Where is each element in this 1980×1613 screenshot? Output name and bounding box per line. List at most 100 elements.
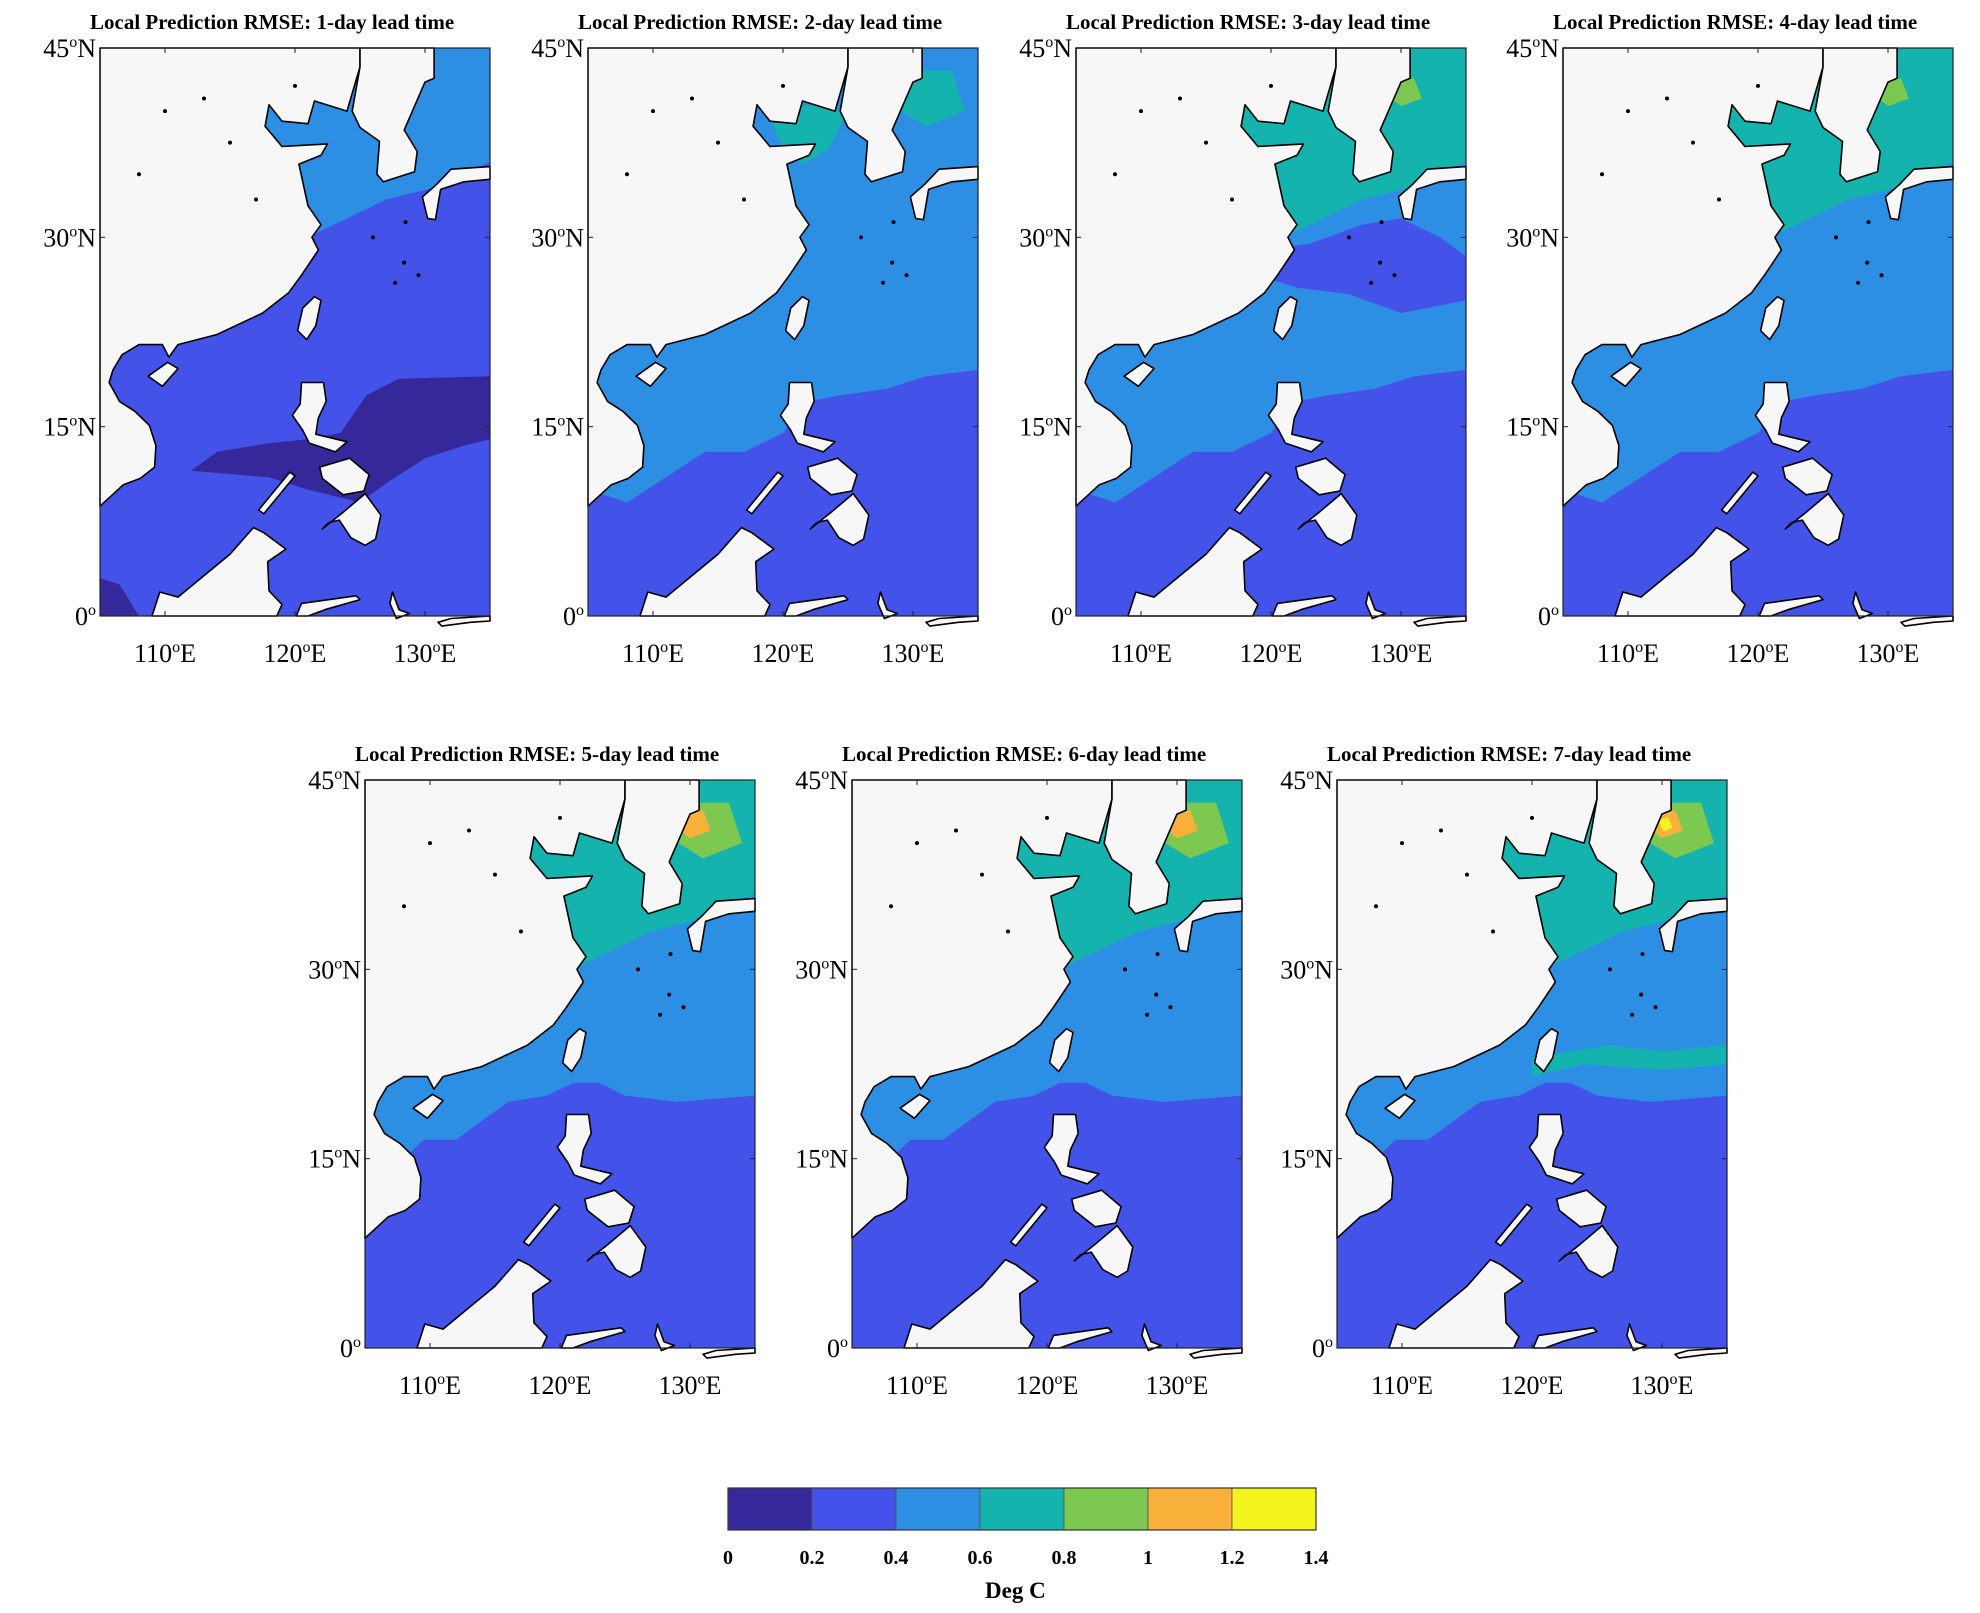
map-panel: 45oN 30oN 15oN 0o 110oE 120oE 130oE Local Predi… — [1280, 742, 1827, 1462]
landmass-borneo — [1388, 1258, 1524, 1349]
landmass-visayas — [318, 457, 370, 496]
landmass-palawan — [1009, 1203, 1048, 1247]
landmass-palawan — [1720, 471, 1759, 515]
island-dot — [1379, 220, 1384, 225]
colorbar-segment — [979, 1487, 1065, 1531]
island-dot — [1378, 260, 1383, 265]
island-dot — [1269, 83, 1273, 88]
landmass-luzon — [1754, 381, 1811, 453]
landmass-taiwan — [1533, 1027, 1559, 1073]
island-dot — [1374, 904, 1378, 909]
landmass-hainan — [899, 1093, 931, 1120]
island-dot — [859, 235, 863, 240]
rmse-zone — [191, 376, 490, 503]
island-dot — [1113, 172, 1117, 177]
lat-tick-label: 0o — [1312, 1334, 1333, 1363]
map-panel: 45oN 30oN 15oN 0o 110oE 120oE 130oE Local Predi… — [795, 742, 1342, 1462]
landmass-taiwan — [1759, 295, 1785, 341]
landmass-palawan — [1494, 1203, 1533, 1247]
lon-tick-label: 130oE — [1631, 1371, 1694, 1400]
island-dot — [403, 220, 408, 225]
lat-tick-label: 0o — [1538, 602, 1559, 631]
island-dot — [889, 904, 893, 909]
lat-tick-label: 45oN — [43, 34, 96, 63]
landmass-mindanao — [586, 1224, 647, 1279]
island-dot — [1665, 96, 1669, 101]
lon-tick-label: 120oE — [1016, 1371, 1079, 1400]
map-panel: 45oN 30oN 15oN 0o 110oE 120oE 130oE Local Predi… — [531, 10, 1078, 730]
rmse-zone — [1258, 218, 1466, 314]
island-dot — [781, 83, 785, 88]
lat-tick-label: 30oN — [1506, 223, 1559, 252]
island-dot — [1400, 841, 1404, 846]
lat-tick-label: 45oN — [531, 34, 584, 63]
landmass-luzon — [556, 1113, 613, 1185]
colorbar-frame — [727, 1487, 1317, 1531]
island-dot — [1347, 235, 1351, 240]
lon-tick-label: 120oE — [752, 639, 815, 668]
lat-tick-label: 15oN — [1506, 413, 1559, 442]
landmass-japan — [686, 897, 756, 953]
island-dot — [1866, 220, 1871, 225]
lat-tick-label: 30oN — [308, 955, 361, 984]
rmse-zone — [1532, 1045, 1727, 1077]
island-dot — [891, 220, 896, 225]
lon-tick-label: 110oE — [1371, 1371, 1433, 1400]
landmass-mindanao — [809, 492, 870, 547]
lat-tick-label: 15oN — [43, 413, 96, 442]
panel-title: Local Prediction RMSE: 4-day lead time — [1553, 10, 1918, 34]
island-dot — [1530, 815, 1534, 820]
colorbar-tick-label: 1 — [1143, 1547, 1153, 1569]
landmass-asia — [587, 47, 849, 508]
landmass-borneo — [1127, 526, 1263, 617]
lon-tick-label: 110oE — [1110, 639, 1172, 668]
island-dot — [202, 96, 206, 101]
island-dot — [293, 83, 297, 88]
island-dot — [904, 273, 909, 278]
lon-tick-label: 110oE — [399, 1371, 461, 1400]
landmass-asia — [1336, 779, 1598, 1240]
lon-tick-label: 120oE — [1240, 639, 1303, 668]
colorbar-segment — [895, 1487, 981, 1531]
colorbar-segment — [727, 1487, 813, 1531]
landmass-japan — [1884, 165, 1954, 221]
landmass-palawan — [522, 1203, 561, 1247]
landmass-visayas — [806, 457, 858, 496]
lat-tick-label: 30oN — [43, 223, 96, 252]
lon-tick-label: 130oE — [394, 639, 457, 668]
colorbar-tick-label: 0.2 — [800, 1547, 825, 1569]
island-dot — [690, 96, 694, 101]
landmass-visayas — [1294, 457, 1346, 496]
map-panel: 45oN 30oN 15oN 0o 110oE 120oE 130oE Local Predi… — [1019, 10, 1566, 730]
landmass-mindanao — [1784, 492, 1845, 547]
landmass-luzon — [1528, 1113, 1585, 1185]
panel-title: Local Prediction RMSE: 5-day lead time — [355, 742, 720, 766]
lat-tick-label: 30oN — [795, 955, 848, 984]
landmass-taiwan — [1272, 295, 1298, 341]
island-dot — [558, 815, 562, 820]
lat-tick-label: 45oN — [1280, 766, 1333, 795]
island-dot — [1630, 1012, 1635, 1017]
landmass-newguinea — [925, 615, 979, 627]
island-dot — [1230, 197, 1234, 202]
island-dot — [1491, 929, 1495, 934]
panel-title: Local Prediction RMSE: 2-day lead time — [578, 10, 943, 34]
lon-tick-label: 120oE — [1501, 1371, 1564, 1400]
map-panel: 45oN 30oN 15oN 0o 110oE 120oE 130oE Local Predi… — [1506, 10, 1980, 730]
rmse-zone — [100, 578, 139, 616]
lat-tick-label: 15oN — [308, 1145, 361, 1174]
island-dot — [1465, 872, 1469, 877]
landmass-mindanao — [1073, 1224, 1134, 1279]
island-dot — [416, 273, 421, 278]
lat-tick-label: 15oN — [1019, 413, 1072, 442]
landmass-visayas — [583, 1189, 635, 1228]
landmass-borneo — [903, 1258, 1039, 1349]
lat-tick-label: 0o — [563, 602, 584, 631]
island-dot — [1139, 109, 1143, 114]
panel-title: Local Prediction RMSE: 6-day lead time — [842, 742, 1207, 766]
landmass-asia — [1075, 47, 1337, 508]
landmass-palawan — [257, 471, 296, 515]
lon-tick-label: 120oE — [264, 639, 327, 668]
island-dot — [1640, 952, 1645, 957]
map-plot: 45oN 30oN 15oN 0o 110oE 120oE 130oE — [308, 766, 756, 1400]
